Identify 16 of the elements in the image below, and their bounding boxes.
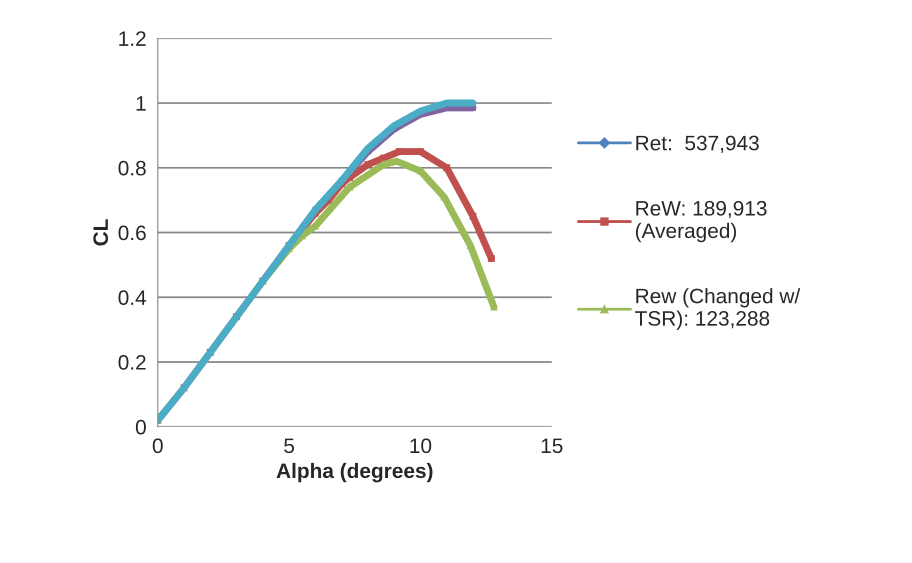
y-tick-label: 0.2 <box>118 355 146 370</box>
legend-label: Rew (Changed w/ TSR): 123,288 <box>635 288 800 330</box>
x-tick-label: 10 <box>410 438 432 454</box>
y-tick-label: 0.4 <box>118 290 146 306</box>
x-tick-label: 5 <box>284 438 294 454</box>
legend-label: Ret: 537,943 <box>636 136 759 153</box>
x-tick-label: 0 <box>152 438 163 454</box>
y-tick-label: 1.2 <box>119 31 146 46</box>
x-tick-label: 15 <box>542 438 562 454</box>
legend-label: ReW: 189,913 (Averaged) <box>636 200 767 242</box>
y-tick-label: 0.6 <box>118 226 146 240</box>
y-tick-label: 0.8 <box>118 160 146 176</box>
y-tick-label: 1 <box>136 96 146 111</box>
y-tick-label: 0 <box>136 420 146 435</box>
y-axis-title: CL <box>93 219 108 246</box>
x-axis-title: Alpha (degrees) <box>276 462 432 482</box>
